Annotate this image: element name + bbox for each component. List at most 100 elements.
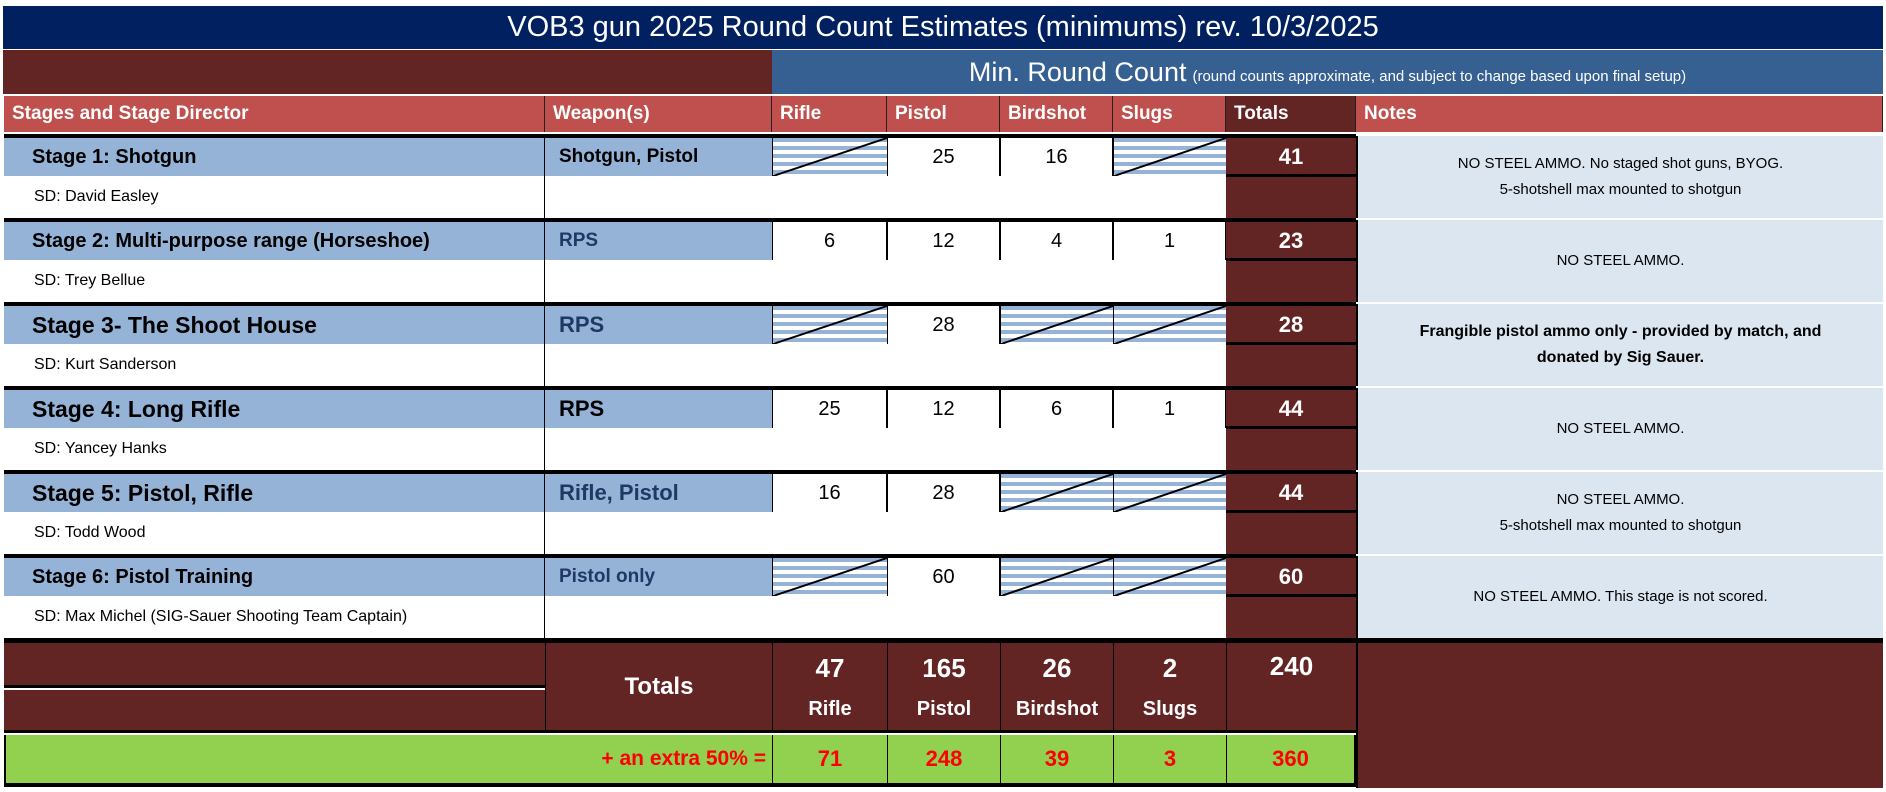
- stage-director: SD: Trey Bellue: [4, 260, 545, 302]
- border-line: [1226, 594, 1356, 597]
- extra-value: 248: [887, 735, 1000, 783]
- border-line: [4, 730, 1356, 733]
- stage-total: 23: [1226, 222, 1356, 260]
- border-line: [1226, 510, 1356, 513]
- notes-text: NO STEEL AMMO. 5-shotshell max mounted to…: [1500, 487, 1742, 539]
- notes-text: NO STEEL AMMO.: [1557, 248, 1685, 274]
- stage-name: Stage 6: Pistol Training: [4, 558, 545, 596]
- notes-line: Frangible pistol ammo only - provided by…: [1419, 323, 1822, 340]
- diagonal-line-icon: [1114, 474, 1226, 512]
- column-header-birdshot: Birdshot: [1000, 96, 1113, 132]
- total-spacer: [1226, 513, 1356, 554]
- not-applicable-cell: [1113, 306, 1226, 344]
- diagonal-line-icon: [1114, 558, 1226, 596]
- stage-notes: NO STEEL AMMO. No staged shot guns, BYOG…: [1356, 136, 1883, 218]
- column-header-rifle: Rifle: [772, 96, 887, 132]
- stage-total: 41: [1226, 138, 1356, 176]
- diagonal-line-icon: [773, 306, 887, 344]
- stage-name: Stage 2: Multi-purpose range (Horseshoe): [4, 222, 545, 260]
- column-header-notes: Notes: [1356, 96, 1883, 132]
- total-spacer: [1226, 429, 1356, 470]
- extra-label: + an extra 50% =: [4, 735, 772, 783]
- min-round-count-header: Min. Round Count (round counts approxima…: [772, 50, 1883, 94]
- not-applicable-cell: [1113, 558, 1226, 596]
- diagonal-line-icon: [1001, 558, 1113, 596]
- total-birdshot: 26 Birdshot: [1000, 643, 1113, 730]
- stage-director: SD: Max Michel (SIG-Sauer Shooting Team …: [4, 596, 545, 638]
- stage-weapons: RPS: [545, 390, 772, 428]
- stage-name: Stage 3- The Shoot House: [4, 306, 545, 344]
- total-value: 165: [922, 652, 966, 683]
- round-count-pistol: 25: [887, 138, 1000, 176]
- border-line: [4, 638, 1883, 643]
- stage-director: SD: Yancey Hanks: [4, 428, 545, 470]
- stage-notes: NO STEEL AMMO.: [1356, 388, 1883, 470]
- column-header-stages: Stages and Stage Director: [4, 96, 545, 132]
- stage-weapons: RPS: [545, 222, 772, 260]
- not-applicable-cell: [1000, 558, 1113, 596]
- total-value: 2: [1162, 652, 1178, 683]
- round-count-pistol: 28: [887, 306, 1000, 344]
- border-line: [4, 554, 1356, 558]
- border-line: [1226, 426, 1356, 429]
- stage-notes: NO STEEL AMMO. This stage is not scored.: [1356, 556, 1883, 638]
- notes-text: NO STEEL AMMO. This stage is not scored.: [1473, 584, 1767, 610]
- totals-spacer: [4, 690, 545, 730]
- stage-total: 44: [1226, 390, 1356, 428]
- not-applicable-cell: [772, 138, 887, 176]
- stage-name: Stage 5: Pistol, Rifle: [4, 474, 545, 512]
- border-line: [4, 386, 1356, 390]
- total-spacer: [1226, 261, 1356, 302]
- stage-name: Stage 1: Shotgun: [4, 138, 545, 176]
- notes-line: NO STEEL AMMO.: [1556, 491, 1685, 508]
- min-round-count-label: Min. Round Count: [968, 56, 1187, 87]
- border-line: [1226, 258, 1356, 261]
- total-type-label: Rifle: [808, 697, 852, 720]
- not-applicable-cell: [1000, 306, 1113, 344]
- total-type-label: Pistol: [916, 697, 972, 720]
- total-type-label: Birdshot: [1015, 697, 1099, 720]
- round-count-rifle: 6: [772, 222, 887, 260]
- stage-total: 28: [1226, 306, 1356, 344]
- stage-name: Stage 4: Long Rifle: [4, 390, 545, 428]
- total-value: 26: [1042, 652, 1072, 683]
- stage-total: 60: [1226, 558, 1356, 596]
- notes-line: 5-shotshell max mounted to shotgun: [1499, 181, 1742, 198]
- blank-cell: [545, 176, 1226, 218]
- stage-director: SD: David Easley: [4, 176, 545, 218]
- extra-grand-total: 360: [1226, 735, 1356, 783]
- diagonal-line-icon: [773, 138, 887, 176]
- stage-weapons: Shotgun, Pistol: [545, 138, 772, 176]
- not-applicable-cell: [1113, 474, 1226, 512]
- border-line: [4, 134, 1356, 138]
- notes-line: NO STEEL AMMO.: [1556, 252, 1685, 269]
- stage-weapons: Rifle, Pistol: [545, 474, 772, 512]
- extra-value: 71: [772, 735, 887, 783]
- notes-spacer: [1356, 643, 1883, 788]
- total-value: 47: [815, 652, 845, 683]
- total-spacer: [1226, 597, 1356, 638]
- diagonal-line-icon: [773, 558, 887, 596]
- column-header-slugs: Slugs: [1113, 96, 1226, 132]
- totals-spacer: [4, 643, 545, 685]
- blank-cell: [545, 512, 1226, 554]
- sheet-title: VOB3 gun 2025 Round Count Estimates (min…: [3, 6, 1883, 49]
- round-count-rifle: 16: [772, 474, 887, 512]
- stage-notes: NO STEEL AMMO.: [1356, 220, 1883, 302]
- not-applicable-cell: [772, 558, 887, 596]
- column-header-pistol: Pistol: [887, 96, 1000, 132]
- min-round-count-note: (round counts approximate, and subject t…: [1192, 67, 1687, 85]
- not-applicable-cell: [1113, 138, 1226, 176]
- not-applicable-cell: [1000, 474, 1113, 512]
- diagonal-line-icon: [1114, 138, 1226, 176]
- notes-line: NO STEEL AMMO.: [1556, 420, 1685, 437]
- notes-line: donated by Sig Sauer.: [1536, 349, 1705, 366]
- round-count-pistol: 12: [887, 222, 1000, 260]
- total-rifle: 47 Rifle: [772, 643, 887, 730]
- stage-director: SD: Kurt Sanderson: [4, 344, 545, 386]
- header-spacer: [3, 50, 772, 94]
- notes-line: 5-shotshell max mounted to shotgun: [1499, 517, 1742, 534]
- round-count-birdshot: 16: [1000, 138, 1113, 176]
- round-count-slugs: 1: [1113, 390, 1226, 428]
- border-line: [4, 218, 1356, 222]
